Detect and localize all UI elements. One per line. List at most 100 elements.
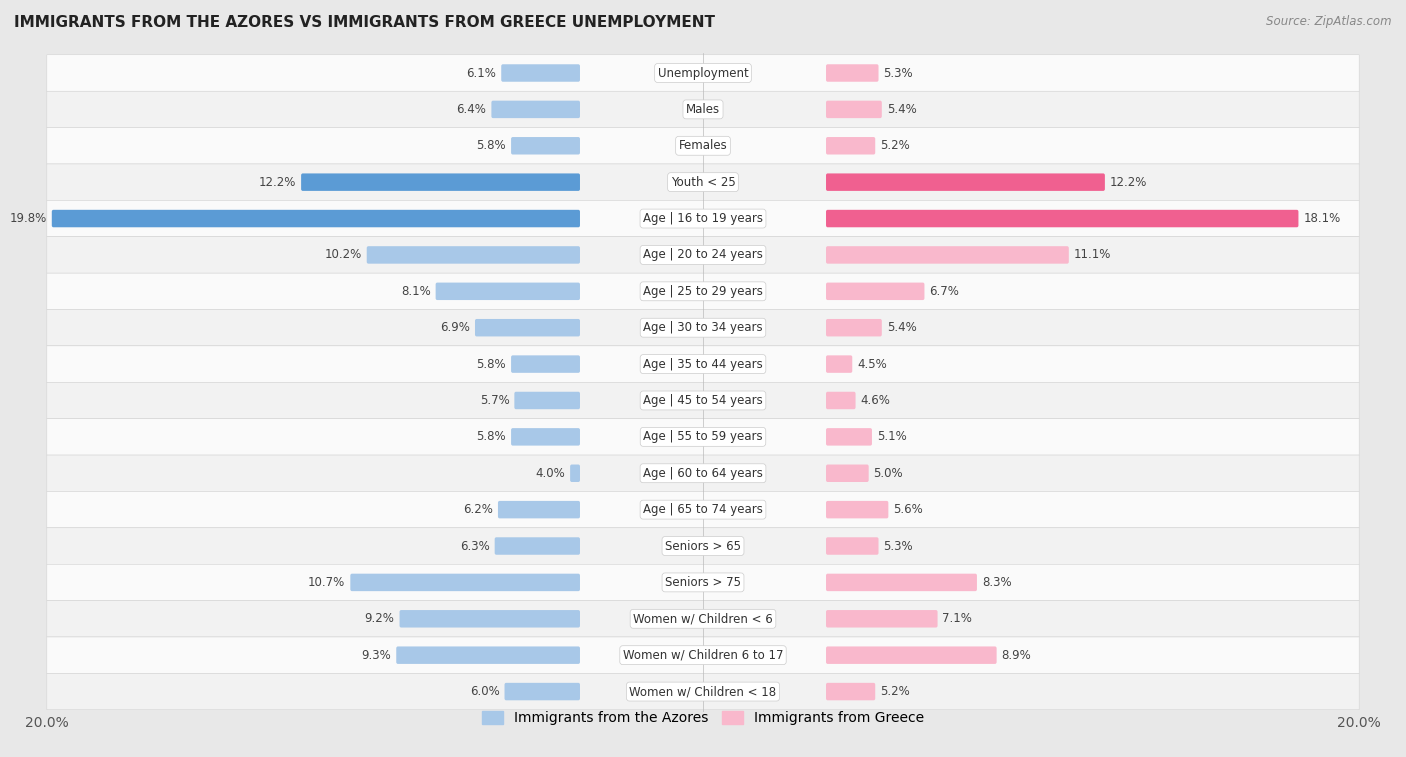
Text: 6.3%: 6.3% [460, 540, 489, 553]
Text: Women w/ Children < 6: Women w/ Children < 6 [633, 612, 773, 625]
Text: 8.3%: 8.3% [981, 576, 1011, 589]
FancyBboxPatch shape [571, 465, 581, 482]
FancyBboxPatch shape [512, 137, 581, 154]
FancyBboxPatch shape [827, 537, 879, 555]
Text: 5.6%: 5.6% [893, 503, 922, 516]
FancyBboxPatch shape [827, 391, 855, 410]
Text: 4.0%: 4.0% [536, 467, 565, 480]
FancyBboxPatch shape [46, 419, 1360, 455]
FancyBboxPatch shape [502, 64, 581, 82]
FancyBboxPatch shape [46, 674, 1360, 710]
Text: 12.2%: 12.2% [1109, 176, 1147, 188]
Text: 5.7%: 5.7% [479, 394, 509, 407]
FancyBboxPatch shape [46, 128, 1360, 164]
Text: 6.4%: 6.4% [457, 103, 486, 116]
FancyBboxPatch shape [367, 246, 581, 263]
FancyBboxPatch shape [827, 683, 875, 700]
FancyBboxPatch shape [827, 319, 882, 336]
Text: 6.9%: 6.9% [440, 321, 470, 334]
FancyBboxPatch shape [827, 137, 875, 154]
FancyBboxPatch shape [827, 173, 1105, 191]
FancyBboxPatch shape [52, 210, 581, 227]
Text: 5.8%: 5.8% [477, 357, 506, 371]
Text: 5.1%: 5.1% [877, 431, 907, 444]
Text: 8.9%: 8.9% [1001, 649, 1031, 662]
FancyBboxPatch shape [512, 355, 581, 373]
Text: 10.7%: 10.7% [308, 576, 346, 589]
Text: 8.1%: 8.1% [401, 285, 430, 298]
FancyBboxPatch shape [46, 600, 1360, 637]
FancyBboxPatch shape [827, 646, 997, 664]
FancyBboxPatch shape [515, 391, 581, 410]
Text: Youth < 25: Youth < 25 [671, 176, 735, 188]
Text: Age | 25 to 29 years: Age | 25 to 29 years [643, 285, 763, 298]
Text: Women w/ Children < 18: Women w/ Children < 18 [630, 685, 776, 698]
Text: 6.1%: 6.1% [467, 67, 496, 79]
FancyBboxPatch shape [46, 346, 1360, 382]
Text: Source: ZipAtlas.com: Source: ZipAtlas.com [1267, 15, 1392, 28]
Text: 5.3%: 5.3% [883, 67, 912, 79]
Text: 6.2%: 6.2% [463, 503, 494, 516]
FancyBboxPatch shape [827, 101, 882, 118]
Text: IMMIGRANTS FROM THE AZORES VS IMMIGRANTS FROM GREECE UNEMPLOYMENT: IMMIGRANTS FROM THE AZORES VS IMMIGRANTS… [14, 15, 716, 30]
Text: Age | 55 to 59 years: Age | 55 to 59 years [643, 431, 763, 444]
Text: Women w/ Children 6 to 17: Women w/ Children 6 to 17 [623, 649, 783, 662]
FancyBboxPatch shape [827, 355, 852, 373]
FancyBboxPatch shape [827, 501, 889, 519]
FancyBboxPatch shape [46, 637, 1360, 674]
Text: 19.8%: 19.8% [10, 212, 46, 225]
FancyBboxPatch shape [46, 382, 1360, 419]
Text: Age | 45 to 54 years: Age | 45 to 54 years [643, 394, 763, 407]
Text: 6.0%: 6.0% [470, 685, 499, 698]
FancyBboxPatch shape [436, 282, 581, 300]
FancyBboxPatch shape [46, 201, 1360, 237]
Text: Males: Males [686, 103, 720, 116]
FancyBboxPatch shape [512, 428, 581, 446]
Text: Unemployment: Unemployment [658, 67, 748, 79]
Text: Females: Females [679, 139, 727, 152]
Text: Age | 60 to 64 years: Age | 60 to 64 years [643, 467, 763, 480]
FancyBboxPatch shape [46, 528, 1360, 564]
FancyBboxPatch shape [46, 564, 1360, 600]
FancyBboxPatch shape [350, 574, 581, 591]
FancyBboxPatch shape [827, 282, 925, 300]
Text: 4.6%: 4.6% [860, 394, 890, 407]
FancyBboxPatch shape [827, 64, 879, 82]
FancyBboxPatch shape [46, 237, 1360, 273]
Text: Age | 30 to 34 years: Age | 30 to 34 years [643, 321, 763, 334]
Text: 11.1%: 11.1% [1074, 248, 1111, 261]
Text: 5.3%: 5.3% [883, 540, 912, 553]
Text: 7.1%: 7.1% [942, 612, 973, 625]
Text: 12.2%: 12.2% [259, 176, 297, 188]
FancyBboxPatch shape [399, 610, 581, 628]
FancyBboxPatch shape [827, 210, 1298, 227]
FancyBboxPatch shape [827, 610, 938, 628]
Legend: Immigrants from the Azores, Immigrants from Greece: Immigrants from the Azores, Immigrants f… [477, 706, 929, 731]
Text: 9.2%: 9.2% [364, 612, 395, 625]
FancyBboxPatch shape [495, 537, 581, 555]
FancyBboxPatch shape [301, 173, 579, 191]
FancyBboxPatch shape [827, 465, 869, 482]
FancyBboxPatch shape [827, 574, 977, 591]
Text: 5.8%: 5.8% [477, 139, 506, 152]
Text: 5.4%: 5.4% [887, 321, 917, 334]
FancyBboxPatch shape [46, 455, 1360, 491]
Text: 9.3%: 9.3% [361, 649, 391, 662]
Text: 6.7%: 6.7% [929, 285, 959, 298]
Text: 5.4%: 5.4% [887, 103, 917, 116]
FancyBboxPatch shape [46, 310, 1360, 346]
FancyBboxPatch shape [475, 319, 581, 336]
FancyBboxPatch shape [827, 428, 872, 446]
Text: Seniors > 65: Seniors > 65 [665, 540, 741, 553]
FancyBboxPatch shape [505, 683, 581, 700]
FancyBboxPatch shape [827, 246, 1069, 263]
FancyBboxPatch shape [46, 491, 1360, 528]
Text: 4.5%: 4.5% [858, 357, 887, 371]
FancyBboxPatch shape [498, 501, 581, 519]
Text: Seniors > 75: Seniors > 75 [665, 576, 741, 589]
FancyBboxPatch shape [492, 101, 581, 118]
FancyBboxPatch shape [46, 273, 1360, 310]
Text: 5.8%: 5.8% [477, 431, 506, 444]
Text: Age | 20 to 24 years: Age | 20 to 24 years [643, 248, 763, 261]
Text: 5.2%: 5.2% [880, 139, 910, 152]
